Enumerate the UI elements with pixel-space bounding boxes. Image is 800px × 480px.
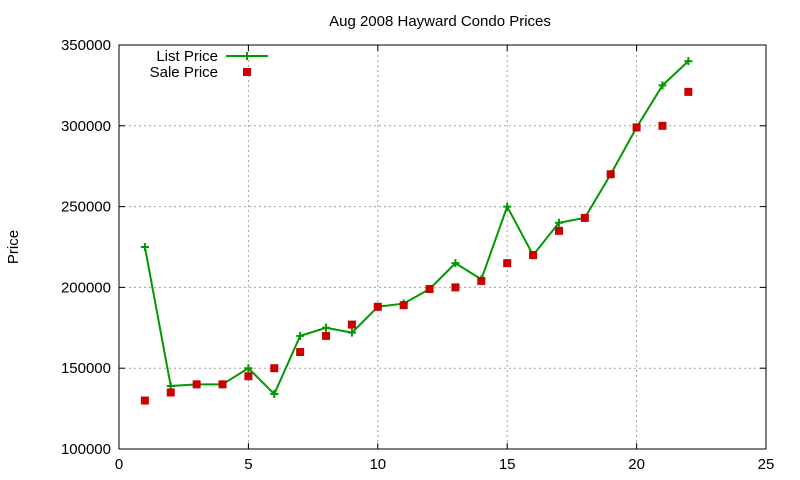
sale-price-point [296,348,305,357]
plot-frame [118,44,767,450]
y-tick-label: 100000 [61,441,111,458]
sale-price-point [451,283,460,292]
legend-label-list-price: List Price [156,48,218,65]
legend-label-sale-price: Sale Price [150,64,218,81]
series-layer [140,57,693,405]
y-tick-label: 350000 [61,37,111,54]
sale-price-point [322,331,331,340]
x-tick-label: 10 [369,456,386,473]
chart-title: Aug 2008 Hayward Condo Prices [329,13,551,30]
sale-price-point [425,285,434,294]
x-tick-label: 25 [758,456,775,473]
sale-price-point [632,123,641,132]
sale-price-point [140,396,149,405]
x-tick-label: 20 [628,456,645,473]
x-axis: 0 5 10 15 20 25 [115,45,775,473]
legend-marker-sale-price [243,68,251,76]
list-price-point [244,364,253,373]
sale-price-point [503,259,512,268]
sale-price-point [399,301,408,310]
sale-price-point [554,226,563,235]
sale-price-point [192,380,201,389]
sale-price-point [658,121,667,130]
sale-price-point [347,320,356,329]
list-price-point [554,218,563,227]
list-price-point [270,390,279,399]
y-tick-label: 250000 [61,199,111,216]
sale-price-point [684,87,693,96]
x-tick-label: 5 [244,456,252,473]
legend-marker-list-price [243,52,251,60]
sale-price-point [477,276,486,285]
list-price-point [347,328,356,337]
sale-price-point [529,251,538,260]
list-price-point [296,331,305,340]
list-price-point [503,202,512,211]
sale-price-point [244,372,253,381]
x-tick-label: 15 [499,456,516,473]
y-tick-label: 150000 [61,360,111,377]
sale-price-point [166,388,175,397]
sale-price-point [580,213,589,222]
list-price-point [684,57,693,66]
sale-price-point [373,302,382,311]
list-price-point [451,259,460,268]
grid [119,45,766,449]
sale-price-point [606,170,615,179]
y-axis-label: Price [5,230,22,264]
list-price-point [658,81,667,90]
y-tick-label: 300000 [61,118,111,135]
y-axis: 100000 150000 200000 250000 300000 350000 [61,37,766,458]
list-price-line [143,60,690,396]
sale-price-point [270,364,279,373]
list-price-point [140,243,149,251]
sale-price-point [218,380,227,389]
y-tick-label: 200000 [61,279,111,296]
x-tick-label: 0 [115,456,123,473]
list-price-point [322,323,331,332]
